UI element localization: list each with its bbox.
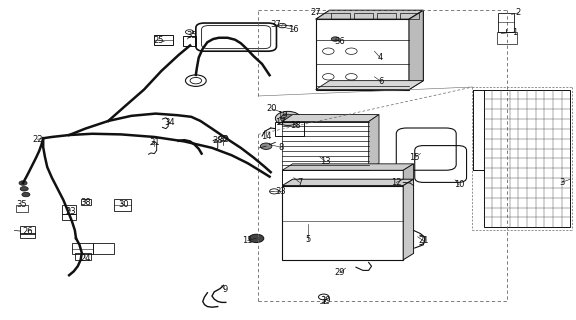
Circle shape — [260, 143, 272, 149]
Text: 35: 35 — [186, 31, 196, 40]
Text: 9: 9 — [222, 285, 228, 294]
Text: 32: 32 — [218, 135, 229, 144]
Text: 39: 39 — [320, 296, 331, 305]
Text: 4: 4 — [377, 53, 383, 62]
Bar — [183, 36, 196, 46]
Text: 34: 34 — [165, 118, 175, 127]
Text: 30: 30 — [119, 200, 129, 209]
Bar — [331, 13, 350, 19]
Text: 21: 21 — [418, 236, 429, 245]
Bar — [484, 90, 570, 227]
Polygon shape — [409, 10, 423, 90]
Text: 10: 10 — [454, 180, 464, 189]
Bar — [16, 205, 28, 212]
Text: 36: 36 — [335, 37, 345, 46]
Text: 2: 2 — [516, 8, 521, 17]
Text: 29: 29 — [335, 268, 345, 277]
Bar — [400, 13, 419, 19]
Bar — [75, 253, 91, 260]
Text: 33: 33 — [275, 187, 286, 196]
Bar — [72, 243, 93, 254]
Circle shape — [22, 192, 30, 197]
Bar — [282, 186, 403, 260]
Text: 3: 3 — [559, 178, 564, 187]
Bar — [62, 205, 76, 214]
Bar — [93, 243, 114, 254]
Text: 31: 31 — [149, 138, 160, 147]
Bar — [497, 32, 517, 44]
Circle shape — [19, 181, 27, 185]
Text: 12: 12 — [391, 178, 401, 187]
Polygon shape — [316, 10, 423, 19]
Bar — [20, 233, 35, 238]
Polygon shape — [369, 115, 379, 170]
Circle shape — [20, 187, 28, 191]
Text: 15: 15 — [410, 153, 420, 162]
Bar — [354, 13, 373, 19]
Polygon shape — [316, 81, 423, 90]
Text: 13: 13 — [320, 157, 331, 166]
Text: 7: 7 — [297, 178, 302, 187]
Text: 17: 17 — [275, 118, 286, 127]
Text: 25: 25 — [153, 36, 164, 44]
Text: 27: 27 — [310, 8, 321, 17]
Polygon shape — [403, 179, 414, 260]
Polygon shape — [403, 164, 414, 186]
Circle shape — [281, 114, 295, 123]
Text: 6: 6 — [378, 77, 384, 86]
Circle shape — [331, 37, 339, 41]
Text: 35: 35 — [17, 200, 27, 209]
Text: 26: 26 — [22, 227, 33, 236]
Text: 23: 23 — [66, 207, 76, 216]
Text: 11: 11 — [242, 236, 253, 245]
Circle shape — [249, 234, 264, 243]
Bar — [498, 13, 514, 32]
Text: 28: 28 — [213, 136, 223, 145]
Text: 18: 18 — [290, 121, 301, 130]
Bar — [316, 19, 409, 90]
Text: 14: 14 — [261, 132, 271, 140]
Text: 38: 38 — [80, 198, 90, 207]
Bar — [377, 13, 396, 19]
Bar — [154, 35, 173, 45]
Bar — [275, 122, 304, 136]
Circle shape — [275, 111, 301, 125]
Text: 22: 22 — [32, 135, 43, 144]
Polygon shape — [282, 115, 379, 122]
Text: 1: 1 — [511, 28, 517, 36]
Text: 20: 20 — [267, 104, 277, 113]
Bar — [62, 214, 76, 220]
Polygon shape — [282, 179, 414, 186]
Text: 16: 16 — [289, 25, 299, 34]
Text: 24: 24 — [80, 254, 90, 263]
Polygon shape — [282, 164, 414, 170]
Text: 5: 5 — [305, 236, 311, 244]
Text: 19: 19 — [277, 111, 287, 120]
Text: 37: 37 — [270, 20, 281, 29]
Bar — [81, 199, 91, 205]
Circle shape — [185, 75, 206, 86]
Bar — [114, 199, 131, 211]
Text: 8: 8 — [278, 143, 284, 152]
Bar — [282, 170, 403, 186]
Bar — [20, 226, 35, 234]
Bar — [282, 122, 369, 170]
